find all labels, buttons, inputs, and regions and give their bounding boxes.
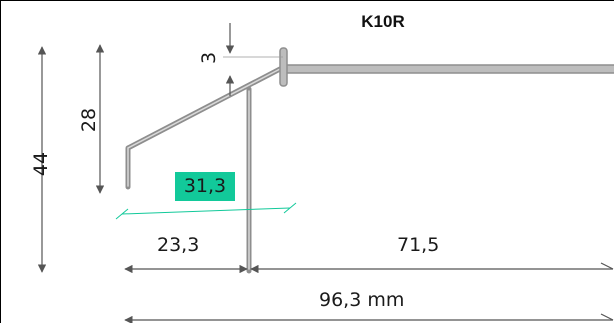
label-slope-length: 31,3 [175,172,235,201]
profile-shape [125,66,286,274]
profile-title: K10R [361,12,405,31]
label-total-height: 44 [30,151,52,177]
profile-left-lip [125,66,286,190]
label-right-width: 71,5 [397,234,440,256]
label-lip-height: 28 [78,107,100,133]
dimline-slope [115,202,297,220]
label-flange-gap: 3 [198,51,220,65]
label-total-width: 96,3 mm [319,289,405,311]
label-left-width: 23,3 [157,234,200,256]
profile-top-flange [279,47,614,87]
